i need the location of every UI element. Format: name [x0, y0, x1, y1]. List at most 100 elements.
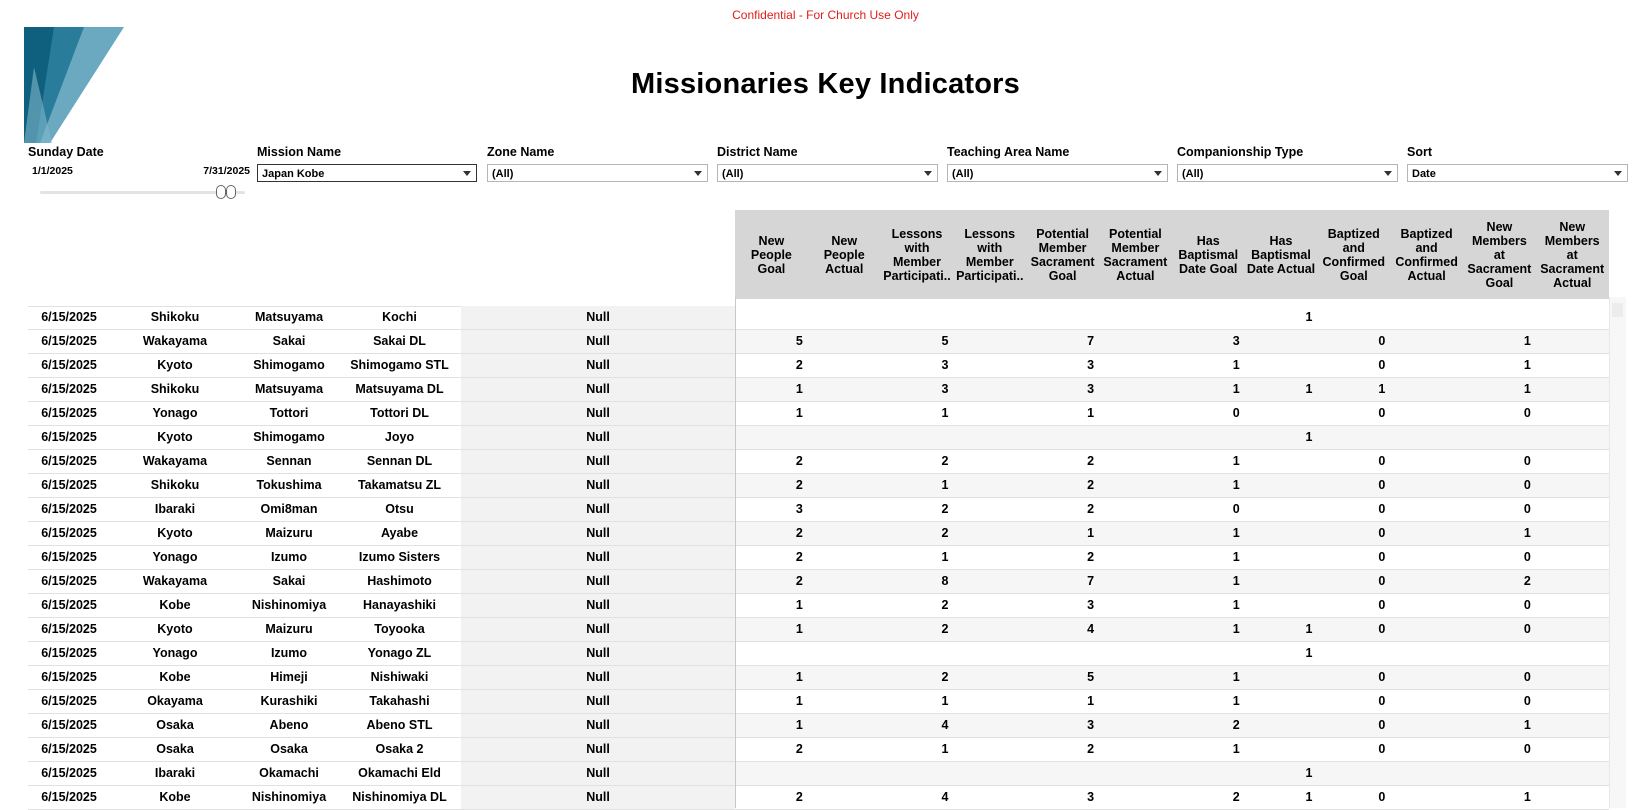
zone-cell: Yonago — [152, 550, 198, 564]
measure-value: 1 — [941, 742, 949, 756]
measure-value: 1 — [1232, 598, 1240, 612]
sunday-date-cell: 6/15/2025 — [41, 790, 97, 804]
chevron-down-icon — [1614, 171, 1622, 176]
teaching-area-cell: Toyooka — [374, 622, 425, 636]
table-scrollbar[interactable] — [1609, 297, 1626, 808]
measure-header[interactable]: New People Goal — [750, 233, 792, 276]
measure-value — [1127, 306, 1200, 329]
measure-header[interactable]: New Members at Sacrament Goal — [1467, 219, 1532, 290]
zone-cell: Shikoku — [150, 478, 200, 492]
companionship-type-cell: Null — [461, 714, 735, 737]
measure-value: 0 — [1523, 478, 1531, 492]
measure-value — [763, 426, 836, 449]
table-row[interactable]: 6/15/2025 Ibaraki Okamachi Okamachi Eld Null… — [28, 762, 1609, 786]
measure-value: 5 — [795, 334, 803, 348]
measure-value: 0 — [1378, 526, 1386, 540]
district-cell: Okamachi — [259, 766, 319, 780]
teaching-area-cell: Shimogamo STL — [350, 358, 449, 372]
table-row[interactable]: 6/15/2025 Kobe Himeji Nishiwaki Null 1 2 5 1 0 0 — [28, 666, 1609, 690]
measure-header[interactable]: Baptized and Confirmed Actual — [1395, 226, 1458, 283]
table-row[interactable]: 6/15/2025 Kyoto Maizuru Ayabe Null 2 2 1 1 0 1 — [28, 522, 1609, 546]
table-row[interactable]: 6/15/2025 Kyoto Shimogamo Shimogamo STL Null… — [28, 354, 1609, 378]
measure-header[interactable]: Potential Member Sacrament Actual — [1103, 226, 1168, 283]
table-row[interactable]: 6/15/2025 Okayama Kurashiki Takahashi Null 1 1… — [28, 690, 1609, 714]
table-row[interactable]: 6/15/2025 Yonago Izumo Izumo Sisters Null 2 1 2… — [28, 546, 1609, 570]
table-row[interactable]: 6/15/2025 Ibaraki Omi8man Otsu Null 3 2 2 0 0 0 — [28, 498, 1609, 522]
zone-name-dropdown[interactable]: (All) — [487, 164, 708, 182]
measure-value: 1 — [795, 382, 803, 396]
measure-cells: 2 3 3 1 0 1 — [735, 354, 1609, 377]
measure-value: 1 — [1087, 694, 1095, 708]
scrollbar-thumb[interactable] — [1612, 303, 1623, 317]
measure-header[interactable]: Has Baptismal Date Goal — [1178, 233, 1239, 276]
measure-header[interactable]: Lessons with Member Participati.. — [883, 226, 951, 283]
measure-value — [981, 546, 1054, 569]
date-slider-track[interactable] — [40, 191, 245, 194]
district-name-dropdown[interactable]: (All) — [717, 164, 938, 182]
date-slider-start-handle[interactable] — [216, 185, 226, 199]
measure-value: 3 — [1087, 718, 1095, 732]
table-row[interactable]: 6/15/2025 Shikoku Matsuyama Matsuyama DL Nul… — [28, 378, 1609, 402]
measure-cells: 2 1 2 1 0 0 — [735, 546, 1609, 569]
measure-value — [1127, 618, 1200, 641]
measure-value: 1 — [1232, 742, 1240, 756]
table-row[interactable]: 6/15/2025 Kyoto Maizuru Toyooka Null 1 2 4 1 1 0 0 — [28, 618, 1609, 642]
start-date: 1/1/2025 — [32, 165, 73, 177]
date-slider-end-handle[interactable] — [226, 185, 236, 199]
measure-value: 1 — [941, 694, 949, 708]
measure-value — [1418, 330, 1491, 353]
measure-value — [763, 762, 836, 785]
district-cell: Matsuyama — [254, 382, 324, 396]
table-row[interactable]: 6/15/2025 Kyoto Shimogamo Joyo Null 1 — [28, 426, 1609, 450]
teaching-area-dropdown[interactable]: (All) — [947, 164, 1168, 182]
zone-cell: Wakayama — [142, 454, 208, 468]
measure-header[interactable]: New Members at Sacrament Actual — [1540, 219, 1605, 290]
measure-header[interactable]: Has Baptismal Date Actual — [1246, 233, 1316, 276]
table-row[interactable]: 6/15/2025 Osaka Osaka Osaka 2 Null 2 1 2 1 0 0 — [28, 738, 1609, 762]
measure-value: 0 — [1523, 670, 1531, 684]
table-row[interactable]: 6/15/2025 Wakayama Sakai Hashimoto Null 2 8 7 1 0… — [28, 570, 1609, 594]
table-row[interactable]: 6/15/2025 Yonago Izumo Yonago ZL Null 1 — [28, 642, 1609, 666]
end-date: 7/31/2025 — [203, 165, 250, 177]
table-row[interactable]: 6/15/2025 Kobe Nishinomiya Nishinomiya DL Nu… — [28, 786, 1609, 810]
table-row[interactable]: 6/15/2025 Shikoku Tokushima Takamatsu ZL Nul… — [28, 474, 1609, 498]
measure-value — [1273, 498, 1346, 521]
companionship-type-dropdown[interactable]: (All) — [1177, 164, 1398, 182]
measure-cells: 1 2 3 1 0 0 — [735, 594, 1609, 617]
zone-name-label: Zone Name — [487, 145, 555, 159]
sunday-date-label: Sunday Date — [28, 145, 104, 159]
measure-header[interactable]: New People Actual — [823, 233, 865, 276]
measure-value: 1 — [1087, 406, 1095, 420]
measure-value: 1 — [1232, 358, 1240, 372]
measure-value — [1418, 378, 1491, 401]
district-cell: Matsuyama — [254, 310, 324, 324]
measure-value — [909, 642, 982, 665]
measure-header[interactable]: Baptized and Confirmed Goal — [1322, 226, 1386, 283]
mission-name-dropdown[interactable]: Japan Kobe — [257, 164, 477, 182]
table-row[interactable]: 6/15/2025 Wakayama Sakai Sakai DL Null 5 5 7 3 0 1 — [28, 330, 1609, 354]
measure-value — [836, 618, 909, 641]
table-row[interactable]: 6/15/2025 Wakayama Sennan Sennan DL Null 2 2 2 1… — [28, 450, 1609, 474]
measure-value — [1418, 786, 1491, 809]
confidential-banner: Confidential - For Church Use Only — [732, 8, 919, 22]
measure-value: 0 — [1378, 358, 1386, 372]
table-row[interactable]: 6/15/2025 Osaka Abeno Abeno STL Null 1 4 3 2 0 1 — [28, 714, 1609, 738]
measure-value — [1127, 378, 1200, 401]
teaching-area-filter: Teaching Area Name (All) — [947, 145, 1168, 182]
table-row[interactable]: 6/15/2025 Yonago Tottori Tottori DL Null 1 1 1 0… — [28, 402, 1609, 426]
chevron-down-icon — [1384, 171, 1392, 176]
measure-header[interactable]: Potential Member Sacrament Goal — [1030, 226, 1095, 283]
sunday-date-cell: 6/15/2025 — [41, 598, 97, 612]
measure-value: 1 — [1378, 382, 1386, 396]
table-row[interactable]: 6/15/2025 Kobe Nishinomiya Hanayashiki Null 1… — [28, 594, 1609, 618]
measure-value — [1345, 762, 1418, 785]
measure-value: 0 — [1523, 622, 1531, 636]
measure-value: 1 — [1232, 550, 1240, 564]
measure-value — [981, 786, 1054, 809]
measure-header[interactable]: Lessons with Member Participati.. — [956, 226, 1024, 283]
table-row[interactable]: 6/15/2025 Shikoku Matsuyama Kochi Null 1 — [28, 306, 1609, 330]
sort-dropdown[interactable]: Date — [1407, 164, 1628, 182]
measure-value: 1 — [1232, 526, 1240, 540]
zone-cell: Kobe — [159, 598, 191, 612]
sunday-date-cell: 6/15/2025 — [41, 670, 97, 684]
